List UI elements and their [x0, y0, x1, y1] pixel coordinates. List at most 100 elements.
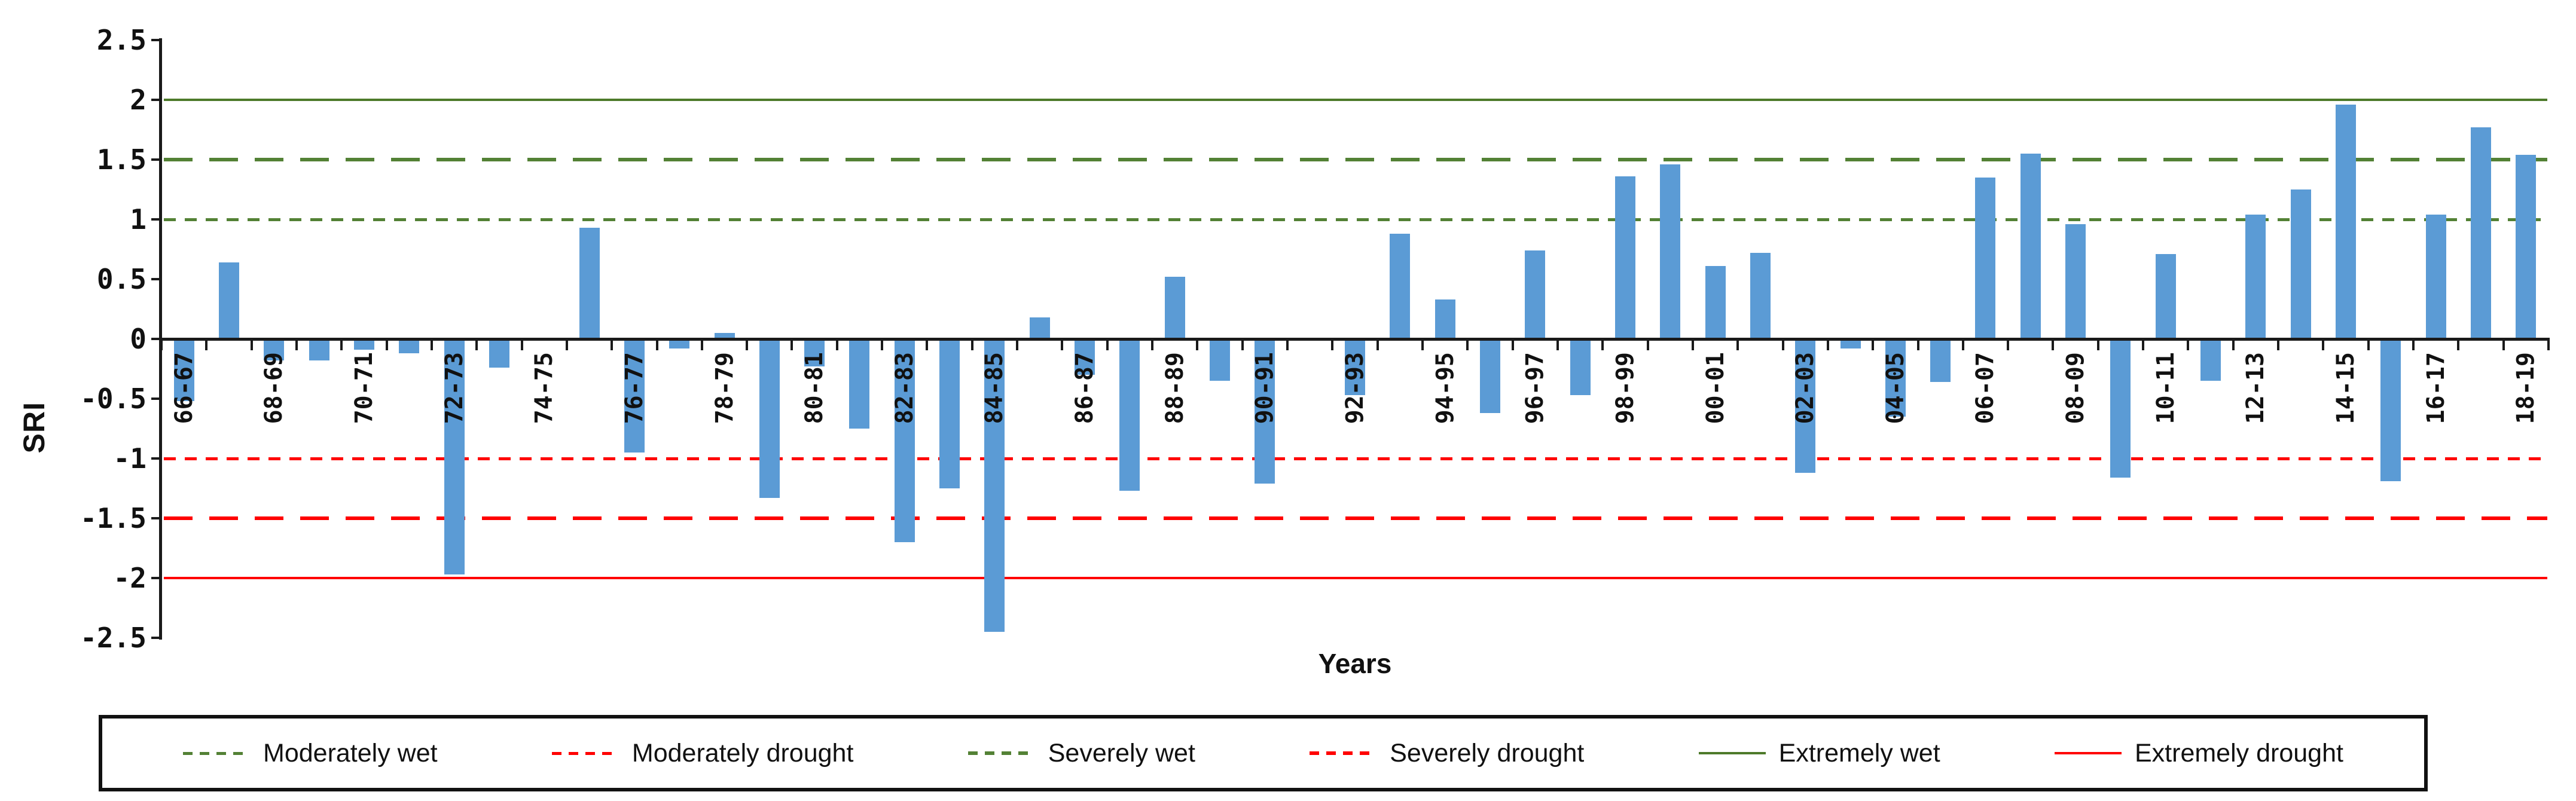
bar	[669, 339, 690, 348]
bar	[1029, 317, 1050, 339]
bar	[2380, 339, 2401, 481]
bar	[1930, 339, 1951, 382]
y-axis-tick	[151, 99, 160, 101]
bar	[1525, 250, 1546, 339]
reference-line-extremely-drought	[164, 577, 2547, 579]
x-axis-tick	[611, 340, 614, 350]
x-axis-tick	[1826, 340, 1829, 350]
x-axis-tick-label: 18-19	[2512, 352, 2540, 424]
x-axis-tick	[2457, 340, 2460, 350]
x-axis-tick	[1421, 340, 1424, 350]
x-axis-tick	[970, 340, 973, 350]
x-axis-tick	[1466, 340, 1469, 350]
y-axis-tick-label: 2	[130, 84, 146, 116]
y-axis-tick	[151, 517, 160, 519]
x-axis-tick-label: 08-09	[2062, 352, 2090, 424]
x-axis-tick	[1646, 340, 1649, 350]
bar	[1975, 178, 1996, 339]
bar	[2425, 215, 2446, 339]
y-axis-tick-label: 1	[130, 203, 146, 236]
bar	[1840, 339, 1861, 348]
x-axis-tick	[655, 340, 658, 350]
x-axis-tick	[1331, 340, 1334, 350]
bar	[1255, 339, 1275, 484]
reference-line-extremely-wet	[164, 99, 2547, 101]
x-axis-tick	[1736, 340, 1739, 350]
bar	[984, 339, 1005, 632]
x-axis-tick	[2277, 340, 2280, 350]
x-axis-tick	[385, 340, 388, 350]
legend-label: Severely drought	[1390, 738, 1585, 768]
x-axis-tick	[1781, 340, 1784, 350]
y-axis-tick	[151, 577, 160, 579]
reference-line-severely-wet	[164, 158, 2547, 161]
x-axis-tick	[1916, 340, 1919, 350]
x-axis-tick	[2232, 340, 2235, 350]
x-axis-tick	[1151, 340, 1154, 350]
bar	[2110, 339, 2131, 478]
bar	[714, 333, 735, 339]
x-axis-line	[159, 338, 2550, 341]
x-axis-tick	[1016, 340, 1019, 350]
x-axis-tick	[2007, 340, 2010, 350]
x-axis-tick	[205, 340, 208, 350]
x-axis-tick	[2547, 340, 2550, 350]
bar	[444, 339, 465, 574]
x-axis-tick	[1601, 340, 1604, 350]
x-axis-tick	[2096, 340, 2099, 350]
y-axis-tick-label: -0.5	[80, 383, 146, 415]
bar	[759, 339, 780, 498]
x-axis-tick	[160, 340, 163, 350]
reference-line-moderately-drought	[164, 457, 2547, 460]
x-axis-tick	[1286, 340, 1289, 350]
legend-item-extremely-drought: Extremely drought	[2055, 739, 2343, 768]
x-axis-tick-label: 72-73	[440, 352, 468, 424]
x-axis-tick-label: 04-05	[1881, 352, 1909, 424]
bar	[399, 339, 420, 353]
bar	[1705, 266, 1726, 339]
x-axis-tick	[790, 340, 793, 350]
x-axis-tick-label: 94-95	[1431, 352, 1459, 424]
legend: Moderately wet Moderately drought Severely…	[99, 715, 2428, 791]
legend-item-moderately-drought: Moderately drought	[551, 739, 853, 768]
y-axis-tick	[151, 637, 160, 639]
x-axis-tick-label: 70-71	[350, 352, 378, 424]
x-axis-tick-label: 92-93	[1341, 352, 1369, 424]
legend-line-sample	[967, 751, 1035, 755]
bar	[2155, 254, 2176, 339]
x-axis-tick	[881, 340, 884, 350]
x-axis-tick-label: 78-79	[710, 352, 738, 424]
y-axis-tick	[151, 158, 160, 161]
bar	[1479, 339, 1500, 413]
bar	[489, 339, 509, 368]
legend-label: Moderately wet	[263, 738, 438, 768]
x-axis-tick	[2412, 340, 2415, 350]
bar	[264, 339, 285, 360]
x-axis-tick	[2187, 340, 2190, 350]
y-axis-tick-label: 1.5	[96, 143, 146, 176]
bar	[2020, 154, 2041, 339]
x-axis-tick-label: 90-91	[1251, 352, 1279, 424]
y-axis-tick	[151, 338, 160, 340]
x-axis-tick	[565, 340, 568, 350]
x-axis-tick-label: 16-17	[2422, 352, 2450, 424]
x-axis-tick-label: 14-15	[2332, 352, 2360, 424]
bar	[2336, 105, 2357, 339]
bar	[353, 339, 374, 350]
legend-line-sample	[2055, 752, 2122, 754]
bar	[1885, 339, 1906, 417]
legend-item-extremely-wet: Extremely wet	[1698, 739, 1940, 768]
legend-line-sample	[1310, 751, 1377, 755]
x-axis-tick	[1872, 340, 1875, 350]
legend-label: Extremely drought	[2135, 738, 2343, 768]
y-axis-tick	[151, 278, 160, 280]
bar	[1570, 339, 1591, 395]
y-axis-tick	[151, 398, 160, 400]
x-axis-tick	[2322, 340, 2325, 350]
x-axis-tick	[250, 340, 253, 350]
x-axis-tick	[1556, 340, 1559, 350]
y-axis-tick	[151, 218, 160, 221]
x-axis-tick	[1691, 340, 1694, 350]
bar	[1164, 277, 1185, 339]
y-axis-tick-label: 2.5	[96, 24, 146, 56]
